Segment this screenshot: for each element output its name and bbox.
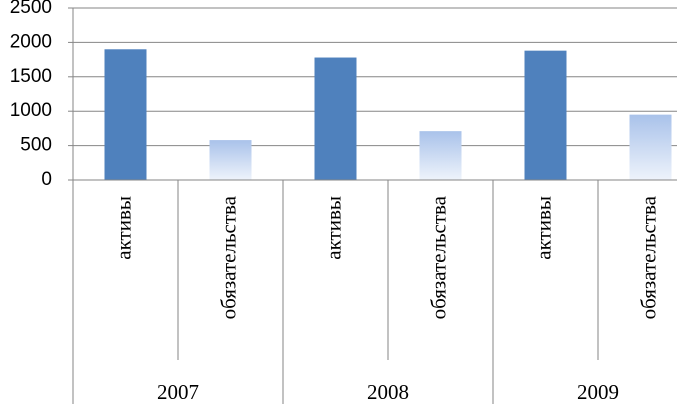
y-tick-label: 2500	[10, 0, 52, 18]
y-tick-label: 2000	[10, 31, 52, 52]
bar	[209, 140, 252, 180]
x-tick-label: активы	[111, 196, 135, 260]
bar	[104, 49, 147, 180]
y-tick-label: 0	[41, 169, 52, 190]
bar	[419, 131, 462, 180]
y-tick-label: 1000	[10, 100, 52, 121]
x-tick-label: активы	[321, 196, 345, 260]
x-tick-label: обязательства	[216, 195, 240, 319]
x-tick-label: обязательства	[426, 195, 450, 319]
bar	[524, 50, 567, 180]
group-label: 2009	[577, 380, 619, 404]
bar	[314, 57, 357, 181]
x-tick-label: активы	[531, 196, 555, 260]
group-label: 2007	[157, 380, 199, 404]
x-tick-label: обязательства	[636, 195, 660, 319]
bar	[629, 114, 672, 180]
y-tick-label: 500	[20, 135, 52, 156]
y-tick-label: 1500	[10, 66, 52, 87]
group-label: 2008	[367, 380, 409, 404]
